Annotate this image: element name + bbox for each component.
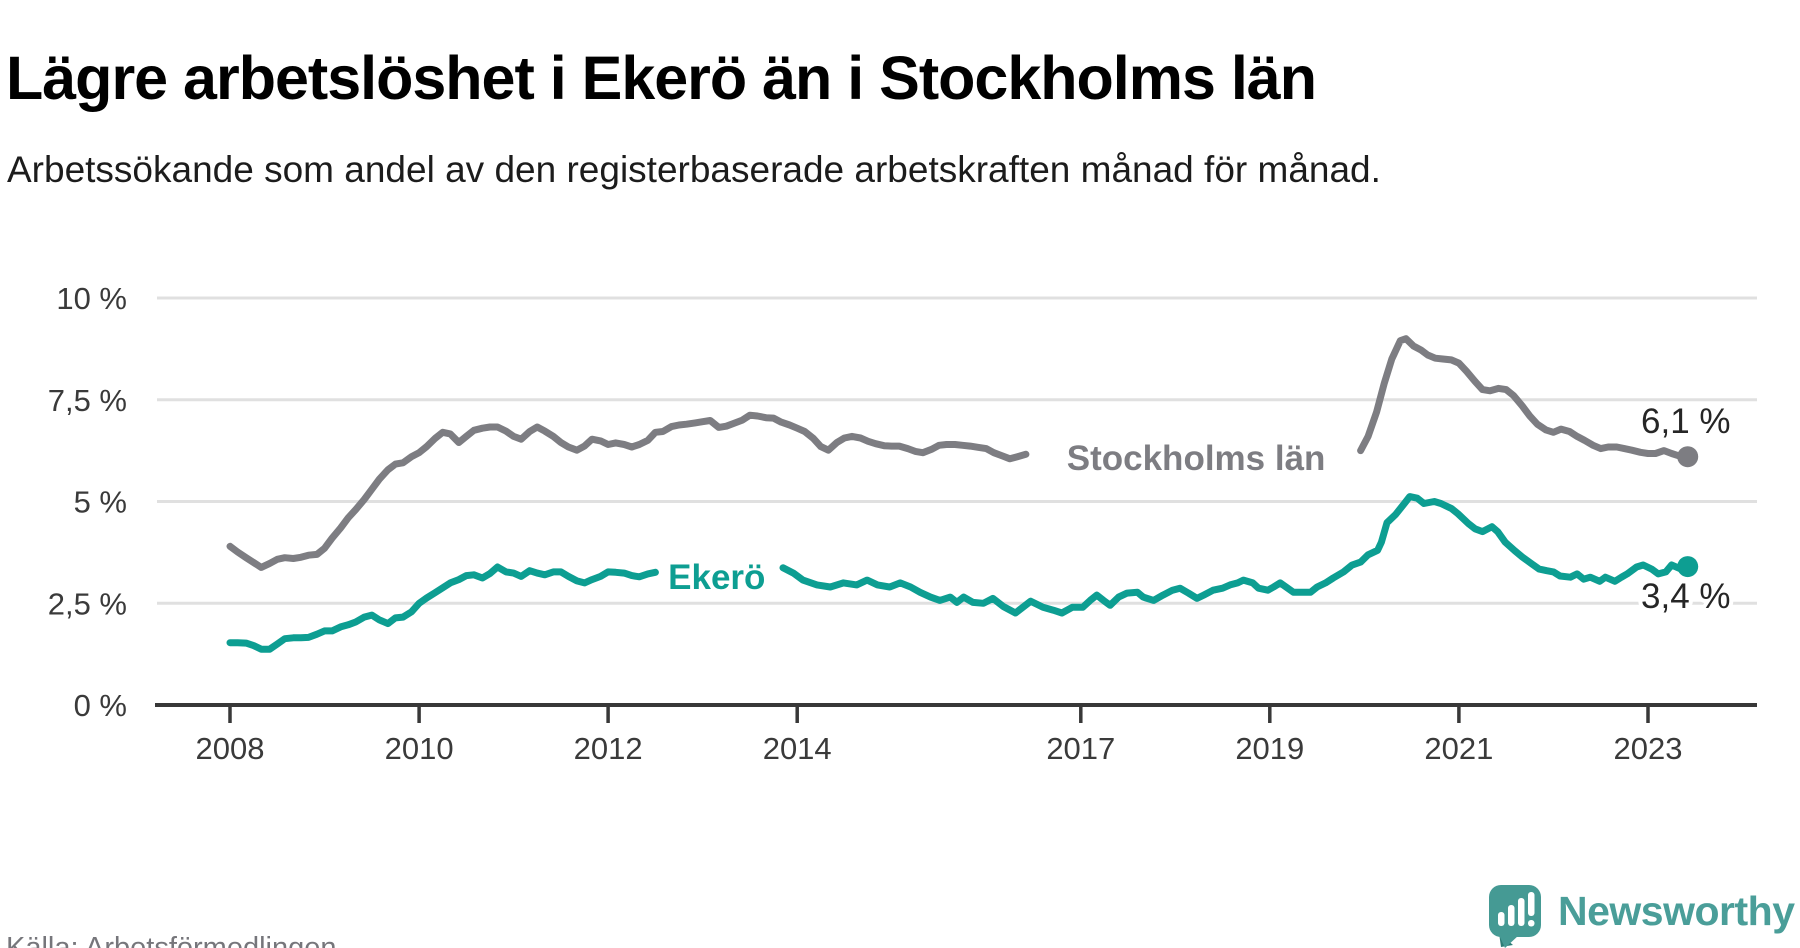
- end-value-label: 6,1 %: [1641, 402, 1731, 441]
- x-axis: 2008 2010 2012 2014 2017 2019 2021 2023: [155, 703, 1757, 766]
- series-inline-label: Stockholms län: [1067, 439, 1326, 478]
- logo-bars-icon: [1498, 892, 1535, 927]
- line-series: [226, 411, 1030, 571]
- y-tick-label: 5 %: [74, 485, 127, 520]
- brand-footer: Newsworthy: [1489, 885, 1795, 948]
- y-tick-label: 7,5 %: [48, 383, 127, 418]
- x-tick-label: 2023: [1614, 731, 1683, 766]
- newsworthy-logo-icon: [1489, 885, 1541, 948]
- series-labels: Stockholms län 6,1 % Ekerö 3,4 %: [664, 398, 1734, 620]
- chart-series: [226, 335, 1699, 653]
- line-series: [779, 493, 1692, 617]
- line-chart: 10 % 7,5 % 5 % 2,5 % 0 % 2008 2010 2012 2014 201…: [48, 281, 1757, 766]
- end-value-label: 3,4 %: [1641, 577, 1731, 616]
- source-note: Källa: Arbetsförmedlingen: [6, 932, 337, 948]
- series-inline-label: Ekerö: [668, 558, 765, 597]
- x-tick-label: 2021: [1424, 731, 1493, 766]
- chart-subtitle: Arbetssökande som andel av den registerb…: [7, 149, 1381, 190]
- y-tick-label: 0 %: [74, 688, 127, 723]
- endpoint-dot: [1677, 556, 1699, 578]
- line-series: [226, 563, 659, 653]
- x-tick-label: 2012: [574, 731, 643, 766]
- x-tick-label: 2008: [196, 731, 265, 766]
- line-series: [1357, 335, 1692, 461]
- y-axis-labels: 10 % 7,5 % 5 % 2,5 % 0 %: [48, 281, 127, 723]
- gridlines: [157, 296, 1757, 605]
- y-tick-label: 10 %: [56, 281, 127, 316]
- x-tick-label: 2014: [763, 731, 832, 766]
- page-title: Lägre arbetslöshet i Ekerö än i Stockhol…: [6, 43, 1317, 112]
- x-tick-label: 2019: [1235, 731, 1304, 766]
- x-tick-label: 2017: [1046, 731, 1115, 766]
- endpoint-dot: [1677, 446, 1699, 468]
- y-tick-label: 2,5 %: [48, 586, 127, 621]
- brand-name: Newsworthy: [1558, 888, 1795, 934]
- x-tick-label: 2010: [385, 731, 454, 766]
